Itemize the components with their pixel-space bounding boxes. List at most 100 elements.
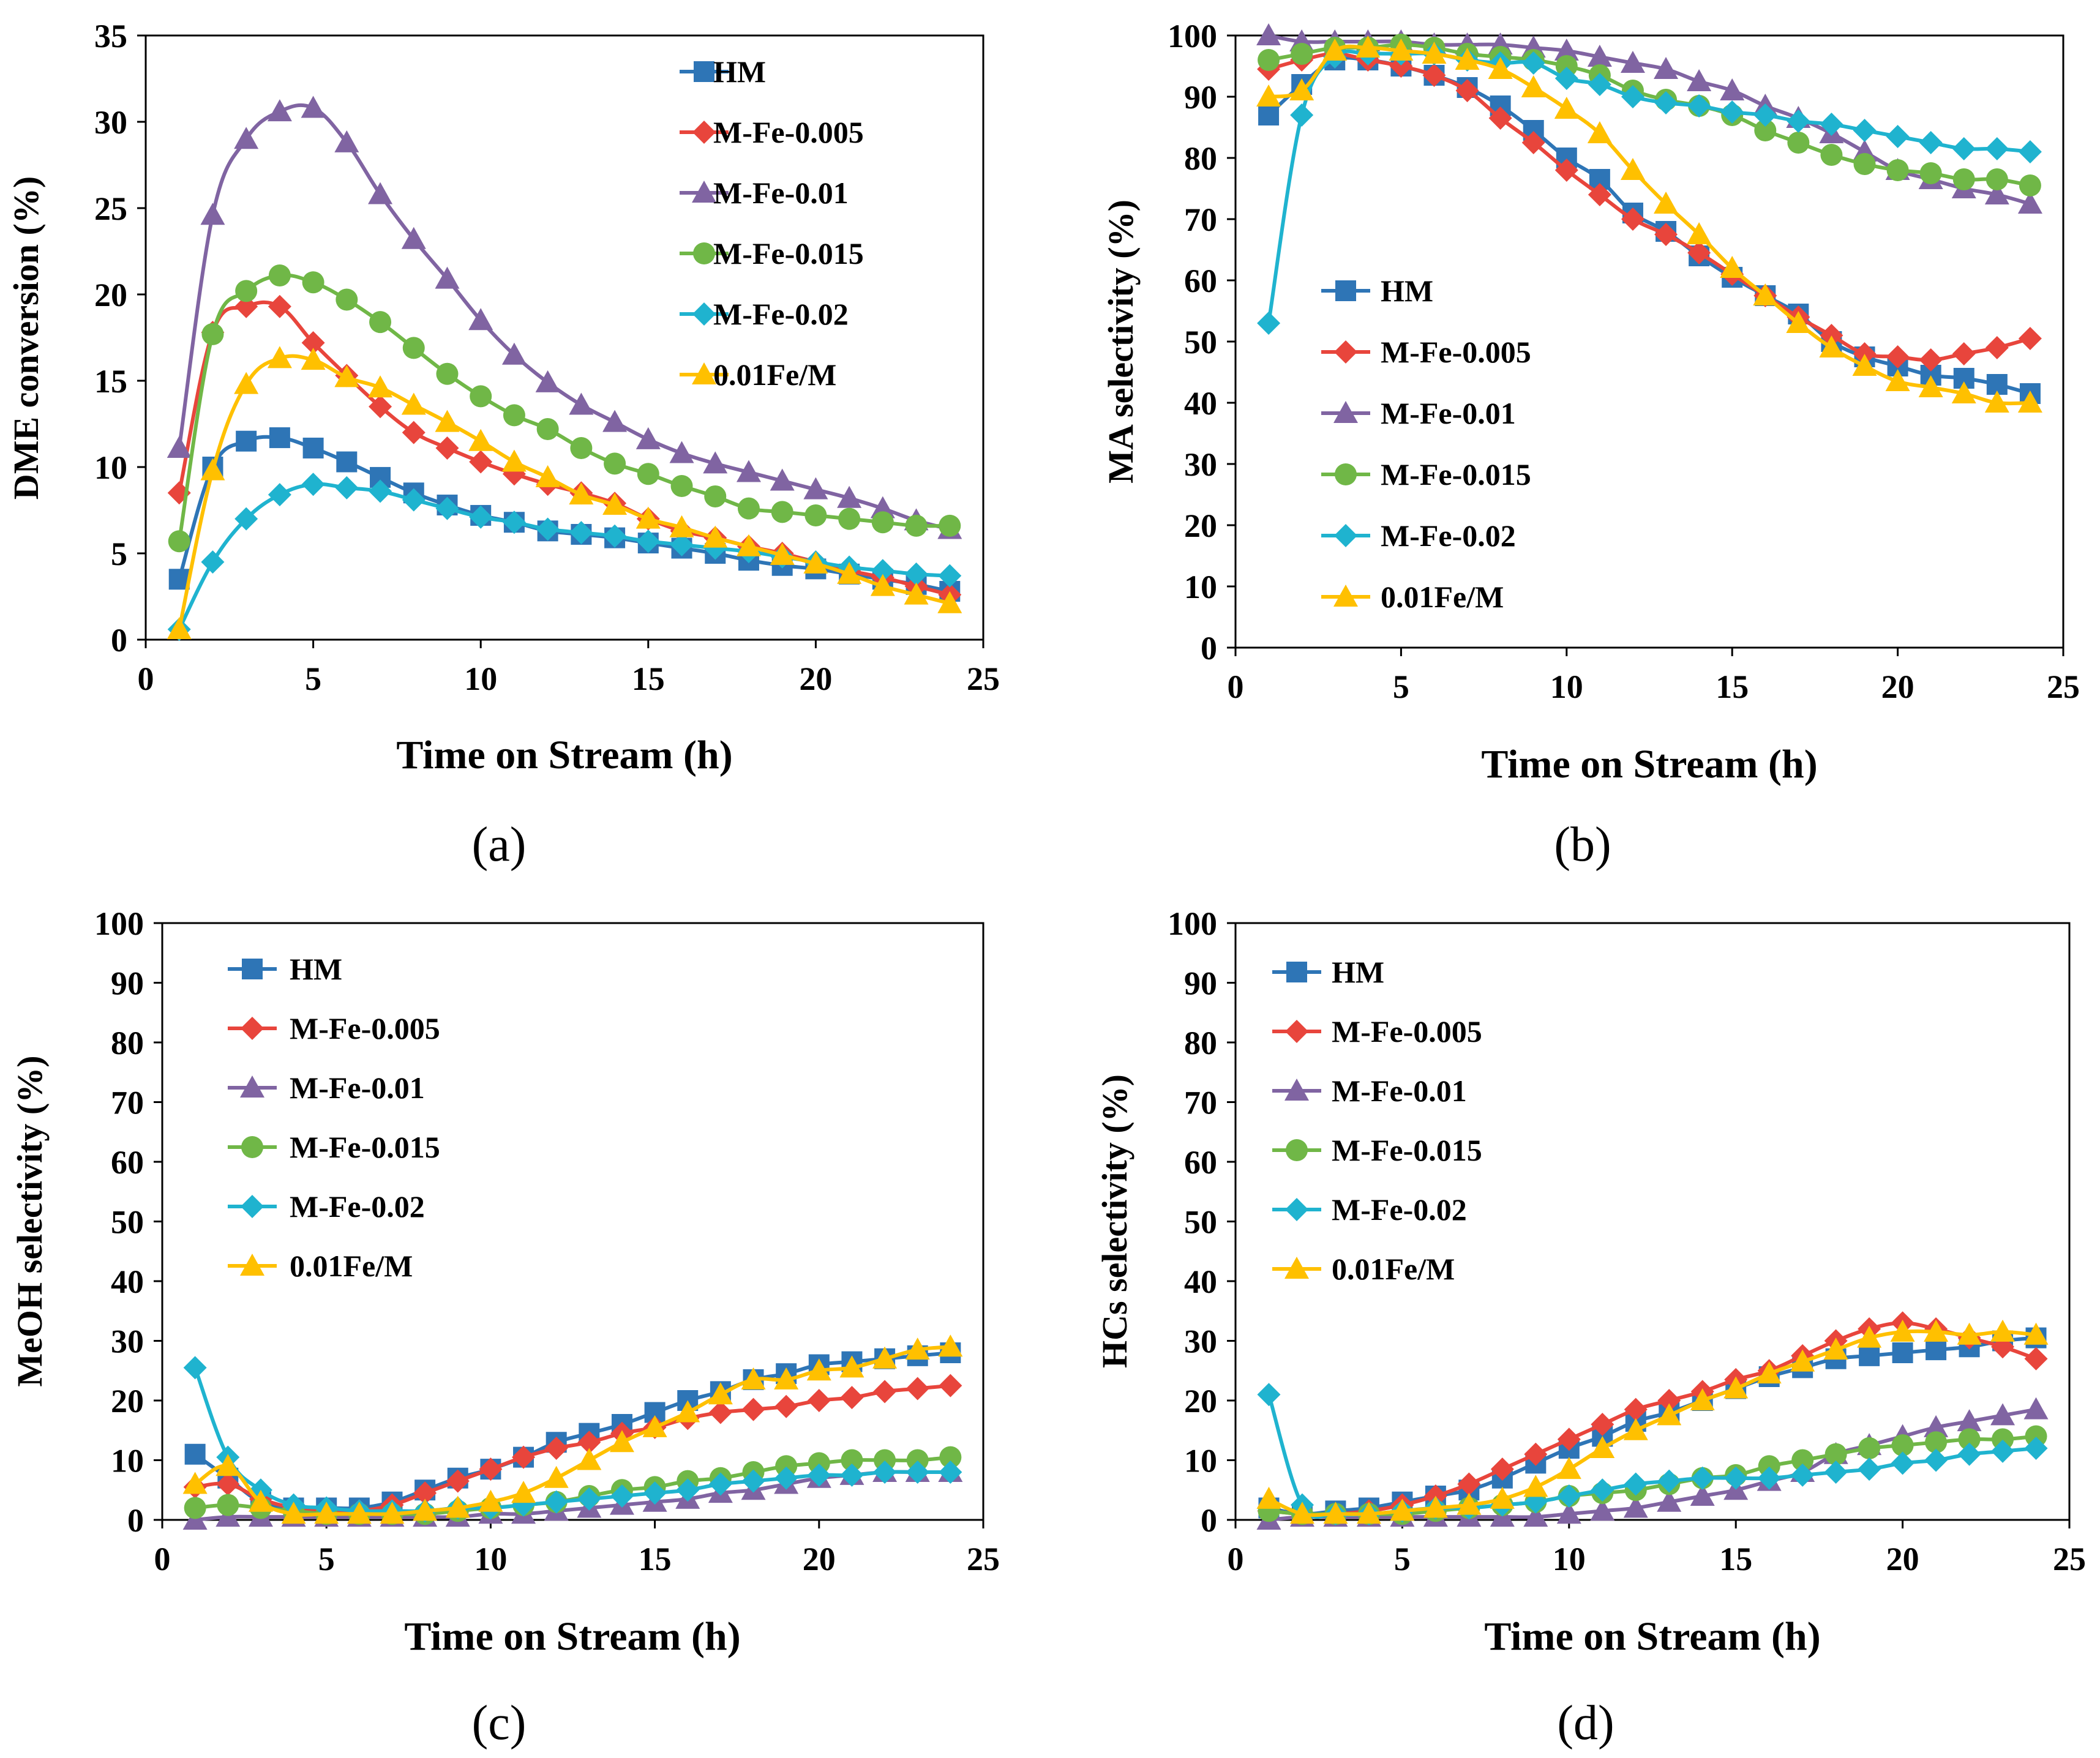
legend-label-m-fe-0-005: M-Fe-0.005 [290,1011,440,1045]
data-point-m-fe-0-015 [1986,168,2008,190]
data-point-0-01fe-m [1356,1502,1381,1524]
data-point-0-01fe-m [1256,1486,1281,1509]
data-point-m-fe-0-015 [302,271,324,294]
x-tick-label: 5 [318,1541,335,1577]
data-point-0-01fe-m [368,375,393,398]
data-point-m-fe-0-015 [808,1452,830,1475]
data-point-m-fe-0-01 [1657,1489,1682,1512]
data-point-m-fe-0-015 [905,514,928,537]
data-point-m-fe-0-02 [1521,51,1545,75]
legend-marker-hm [694,61,714,82]
data-point-m-fe-0-01 [1590,1498,1615,1521]
data-point-m-fe-0-005 [2024,1347,2048,1371]
data-point-0-01fe-m [642,1415,667,1437]
data-point-m-fe-0-005 [1524,1442,1548,1466]
data-point-m-fe-0-02 [1687,94,1711,118]
data-point-0-01fe-m [1422,42,1447,64]
data-point-m-fe-0-02 [201,550,225,574]
data-point-0-01fe-m [1556,1457,1581,1479]
legend: HM M-Fe-0.005 M-Fe-0.01 M-Fe-0.015 M-Fe-0.02… [680,54,864,392]
y-tick-label: 90 [1184,79,1217,116]
data-point-m-fe-0-015 [1820,144,1843,166]
data-point-m-fe-0-02 [536,517,560,541]
data-point-m-fe-0-015 [1791,1449,1814,1472]
data-point-m-fe-0-005 [1621,208,1644,231]
data-point-m-fe-0-01 [736,460,761,482]
data-point-0-01fe-m [1488,57,1513,79]
data-point-m-fe-0-015 [670,475,693,498]
legend-label-hm: HM [1381,274,1433,308]
legend-marker-m-fe-0-015 [241,1136,263,1158]
data-point-m-fe-0-02 [1557,1484,1581,1508]
x-tick-label: 0 [1228,668,1244,705]
data-point-m-fe-0-015 [217,1494,239,1516]
legend-label-m-fe-0-005: M-Fe-0.005 [1332,1014,1482,1049]
data-point-m-fe-0-02 [906,1461,929,1484]
data-point-0-01fe-m [2017,391,2042,413]
data-point-m-fe-0-02 [1919,131,1943,154]
legend-label-m-fe-0-02: M-Fe-0.02 [1332,1192,1467,1227]
data-point-m-fe-0-02 [1588,73,1611,96]
data-point-0-01fe-m [445,1495,470,1518]
data-point-m-fe-0-01 [234,127,259,149]
legend-marker-0-01fe-m [240,1254,264,1276]
data-point-m-fe-0-005 [1422,64,1446,87]
data-point-0-01fe-m [167,617,192,640]
y-tick-label: 40 [1184,385,1217,422]
x-tick-label: 15 [639,1541,672,1577]
data-point-m-fe-0-015 [1754,119,1777,141]
data-point-m-fe-0-02 [569,521,593,545]
data-point-m-fe-0-02 [1787,110,1810,133]
y-tick-label: 0 [1201,630,1217,667]
data-point-m-fe-0-015 [874,1449,896,1472]
data-point-m-fe-0-02 [1753,103,1777,127]
legend-marker-m-fe-0-02 [1334,524,1357,547]
data-point-0-01fe-m [1657,1403,1682,1426]
data-point-m-fe-0-02 [1891,1451,1914,1475]
data-point-m-fe-0-02 [1654,91,1678,114]
data-point-m-fe-0-015 [1886,159,1909,181]
data-point-m-fe-0-015 [2025,1425,2047,1448]
y-tick-label: 100 [1168,905,1217,942]
data-point-m-fe-0-015 [1925,1431,1948,1454]
y-tick-label: 25 [94,190,127,227]
data-point-m-fe-0-015 [235,280,258,302]
data-point-m-fe-0-005 [2018,327,2042,350]
data-point-0-01fe-m [200,458,225,481]
y-tick-label: 0 [127,1502,144,1539]
data-point-m-fe-0-015 [1952,168,1975,190]
legend-label-m-fe-0-01: M-Fe-0.01 [1332,1074,1467,1108]
data-point-m-fe-0-01 [1924,1415,1949,1437]
data-point-0-01fe-m [435,410,460,432]
legend-label-0-01fe-m: 0.01Fe/M [713,357,836,392]
legend-label-hm: HM [290,952,342,986]
x-tick-label: 25 [967,660,1000,697]
data-point-0-01fe-m [281,1502,306,1524]
data-point-m-fe-0-01 [1690,1484,1715,1506]
data-point-0-01fe-m [1723,1376,1749,1399]
data-point-m-fe-0-015 [1919,162,1942,184]
data-point-m-fe-0-005 [577,1431,601,1454]
data-point-0-01fe-m [872,1346,898,1369]
y-tick-label: 80 [1184,1025,1217,1061]
x-tick-label: 25 [2053,1541,2086,1577]
chart-c: 0 5 10 15 20 25 0 10 20 30 40 50 60 70 80 90 100 Time on … [10,905,1000,1659]
data-point-hm [269,427,290,449]
data-point-m-fe-0-015 [906,1449,929,1472]
data-point-0-01fe-m [248,1489,273,1512]
series-m-fe-0-01 [167,95,962,539]
y-tick-label: 15 [94,363,127,400]
data-point-0-01fe-m [937,591,962,613]
data-point-0-01fe-m [904,582,929,605]
data-point-hm [1859,1345,1880,1366]
data-point-0-01fe-m [1654,192,1679,214]
legend-label-hm: HM [1332,955,1384,989]
data-point-hm [1258,105,1280,125]
y-axis-label: HCs selectivity (%) [1095,1074,1134,1368]
data-point-m-fe-0-015 [402,337,425,359]
x-tick-label: 20 [799,660,832,697]
data-point-0-01fe-m [1457,1492,1482,1515]
data-point-m-fe-0-005 [1919,348,1943,372]
data-point-m-fe-0-005 [402,421,426,444]
data-point-m-fe-0-01 [535,370,560,392]
